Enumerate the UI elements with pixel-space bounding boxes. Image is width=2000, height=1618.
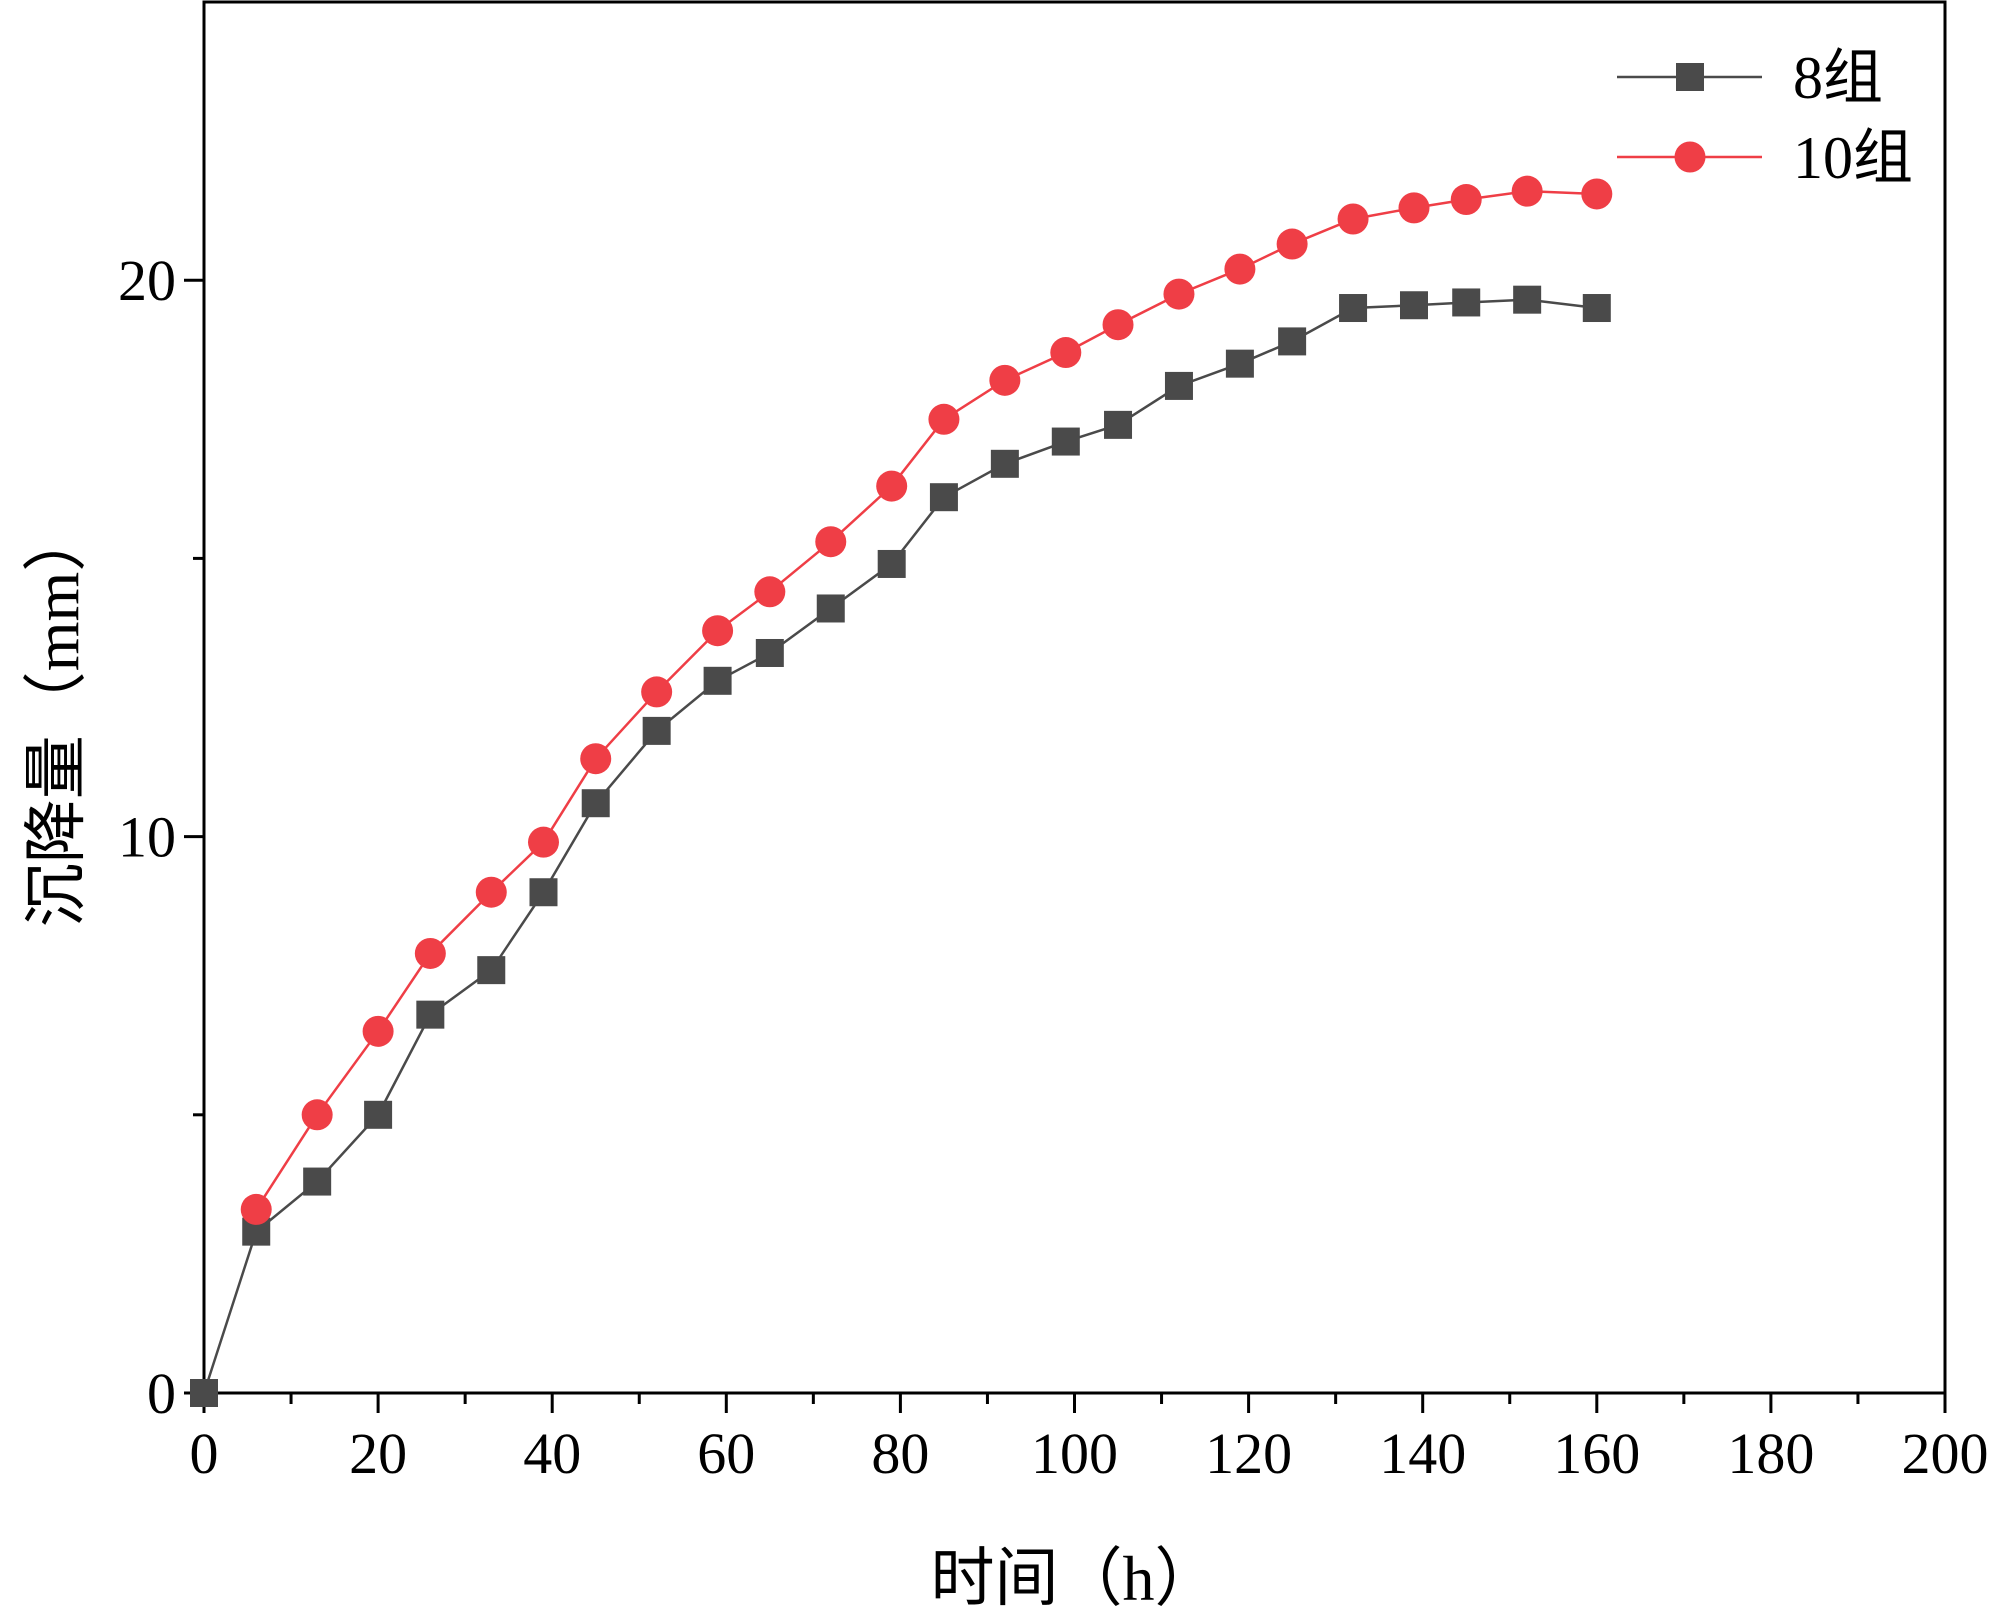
data-point xyxy=(1452,288,1481,317)
data-point xyxy=(1104,410,1133,439)
data-point xyxy=(1511,175,1543,207)
series-10 xyxy=(240,175,1613,1225)
data-point xyxy=(1224,253,1256,285)
data-point xyxy=(1513,285,1542,314)
data-point xyxy=(816,594,845,623)
y-axis-title: 沉降量（mm） xyxy=(21,508,92,928)
data-point xyxy=(1582,294,1611,323)
series-8 xyxy=(190,285,1611,1407)
data-point xyxy=(1581,178,1613,210)
data-point xyxy=(475,876,507,908)
data-point xyxy=(754,576,786,608)
data-point xyxy=(364,1100,393,1129)
data-point xyxy=(642,716,671,745)
data-point xyxy=(1164,371,1193,400)
x-tick-label: 180 xyxy=(1727,1421,1814,1486)
legend-label-8: 8组 xyxy=(1793,45,1883,111)
x-tick-label: 140 xyxy=(1379,1421,1466,1486)
data-point xyxy=(877,549,906,578)
data-point xyxy=(1450,184,1482,216)
data-point xyxy=(989,364,1021,396)
y-tick-labels: 0 10 20 xyxy=(118,248,176,1426)
data-point xyxy=(362,1015,394,1047)
y-tick-label: 0 xyxy=(147,1361,176,1426)
data-point xyxy=(580,743,612,775)
legend: 8组 10组 xyxy=(1617,45,1913,191)
data-point xyxy=(1163,278,1195,310)
data-point xyxy=(928,403,960,435)
data-point xyxy=(301,1099,333,1131)
data-point xyxy=(477,956,506,985)
data-point xyxy=(876,470,908,502)
data-point xyxy=(641,676,673,708)
data-point xyxy=(755,638,784,667)
y-tick-label: 20 xyxy=(118,248,176,313)
data-point xyxy=(416,1000,445,1029)
y-tick-label: 10 xyxy=(118,805,176,870)
data-point xyxy=(581,789,610,818)
data-point xyxy=(1399,291,1428,320)
x-tick-label: 160 xyxy=(1553,1421,1640,1486)
data-point xyxy=(527,826,559,858)
x-tick-label: 40 xyxy=(523,1421,581,1486)
series-line xyxy=(202,298,1597,1394)
x-axis-title: 时间（h） xyxy=(931,1543,1219,1614)
data-point xyxy=(990,449,1019,478)
x-tick-label: 120 xyxy=(1205,1421,1292,1486)
x-tick-label: 100 xyxy=(1031,1421,1118,1486)
x-tick-label: 60 xyxy=(697,1421,755,1486)
data-point xyxy=(1225,349,1254,378)
legend-marker-circle xyxy=(1674,141,1706,173)
data-point xyxy=(303,1167,332,1196)
data-point xyxy=(240,1193,272,1225)
data-point xyxy=(1276,228,1308,260)
data-point xyxy=(1051,427,1080,456)
data-point xyxy=(1278,327,1307,356)
data-point xyxy=(1337,203,1369,235)
data-point xyxy=(1398,192,1430,224)
data-point xyxy=(529,878,558,907)
plot-frame xyxy=(202,0,1947,1395)
x-tick-label: 20 xyxy=(349,1421,407,1486)
data-point xyxy=(1102,309,1134,341)
data-point xyxy=(703,666,732,695)
data-point xyxy=(190,1379,218,1407)
data-point xyxy=(929,483,958,512)
x-tick-label: 0 xyxy=(190,1421,219,1486)
data-point xyxy=(414,937,446,969)
data-point xyxy=(1339,294,1368,323)
data-point xyxy=(702,615,734,647)
x-tick-labels: 0 20 40 60 80 100 120 140 160 180 200 xyxy=(190,1421,1989,1486)
x-tick-label: 200 xyxy=(1902,1421,1989,1486)
legend-label-10: 10组 xyxy=(1793,125,1913,191)
series-line xyxy=(255,189,1597,1211)
data-point xyxy=(1050,337,1082,369)
series-layer xyxy=(190,175,1613,1407)
x-tick-label: 80 xyxy=(871,1421,929,1486)
legend-marker-square xyxy=(1676,63,1704,91)
data-point xyxy=(815,526,847,558)
